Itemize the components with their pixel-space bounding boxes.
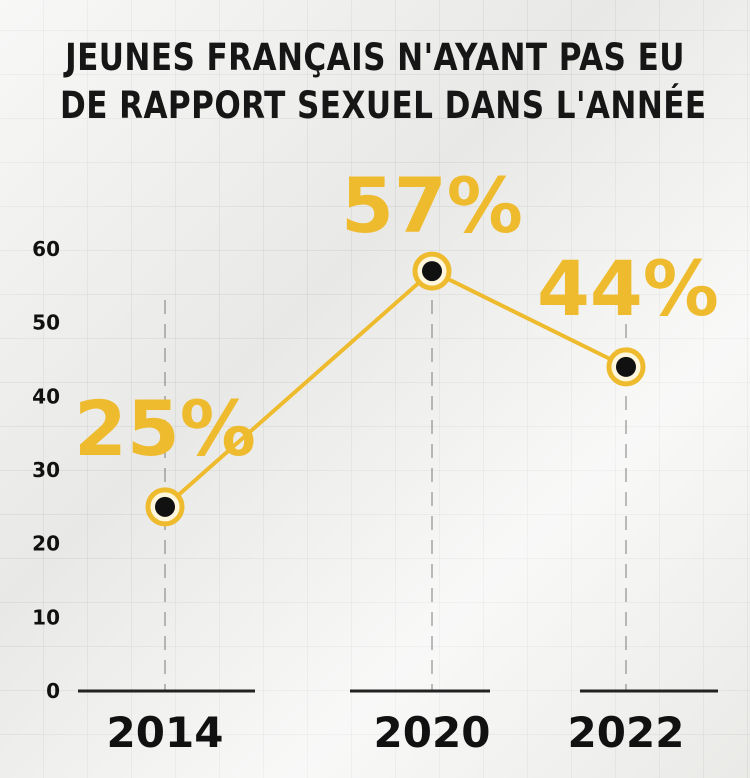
data-label-2022: 44% bbox=[537, 244, 719, 333]
data-point-2020 bbox=[412, 251, 452, 291]
y-tick-label: 40 bbox=[32, 384, 60, 408]
x-axis-labels: 2014 2020 2022 bbox=[107, 708, 685, 757]
point-dot bbox=[616, 356, 636, 377]
y-axis-ticks: 0 10 20 30 40 50 60 bbox=[32, 237, 60, 703]
chart-title-line-1: JEUNES FRANÇAIS N'AYANT PAS EU bbox=[65, 36, 685, 79]
data-label-2014: 25% bbox=[74, 384, 256, 473]
y-tick-label: 30 bbox=[32, 458, 60, 482]
chart-title-line-2: DE RAPPORT SEXUEL DANS L'ANNÉE bbox=[60, 84, 707, 127]
point-dot bbox=[155, 496, 175, 517]
y-tick-label: 20 bbox=[32, 532, 60, 556]
x-axis-label-2022: 2022 bbox=[568, 708, 685, 757]
y-tick-label: 10 bbox=[32, 605, 60, 629]
point-dot bbox=[422, 261, 442, 282]
data-point-2014 bbox=[145, 487, 185, 527]
x-axis-label-2020: 2020 bbox=[374, 708, 491, 757]
y-tick-label: 0 bbox=[46, 679, 60, 703]
x-axis-label-2014: 2014 bbox=[107, 708, 224, 757]
point-markers bbox=[145, 251, 646, 527]
data-labels: 25% 57%44% bbox=[74, 161, 719, 473]
data-point-2022 bbox=[606, 347, 646, 387]
vertical-guides bbox=[164, 300, 627, 691]
y-tick-label: 50 bbox=[32, 311, 60, 335]
data-label-2020: 57% bbox=[341, 161, 523, 250]
y-tick-label: 60 bbox=[32, 237, 60, 261]
